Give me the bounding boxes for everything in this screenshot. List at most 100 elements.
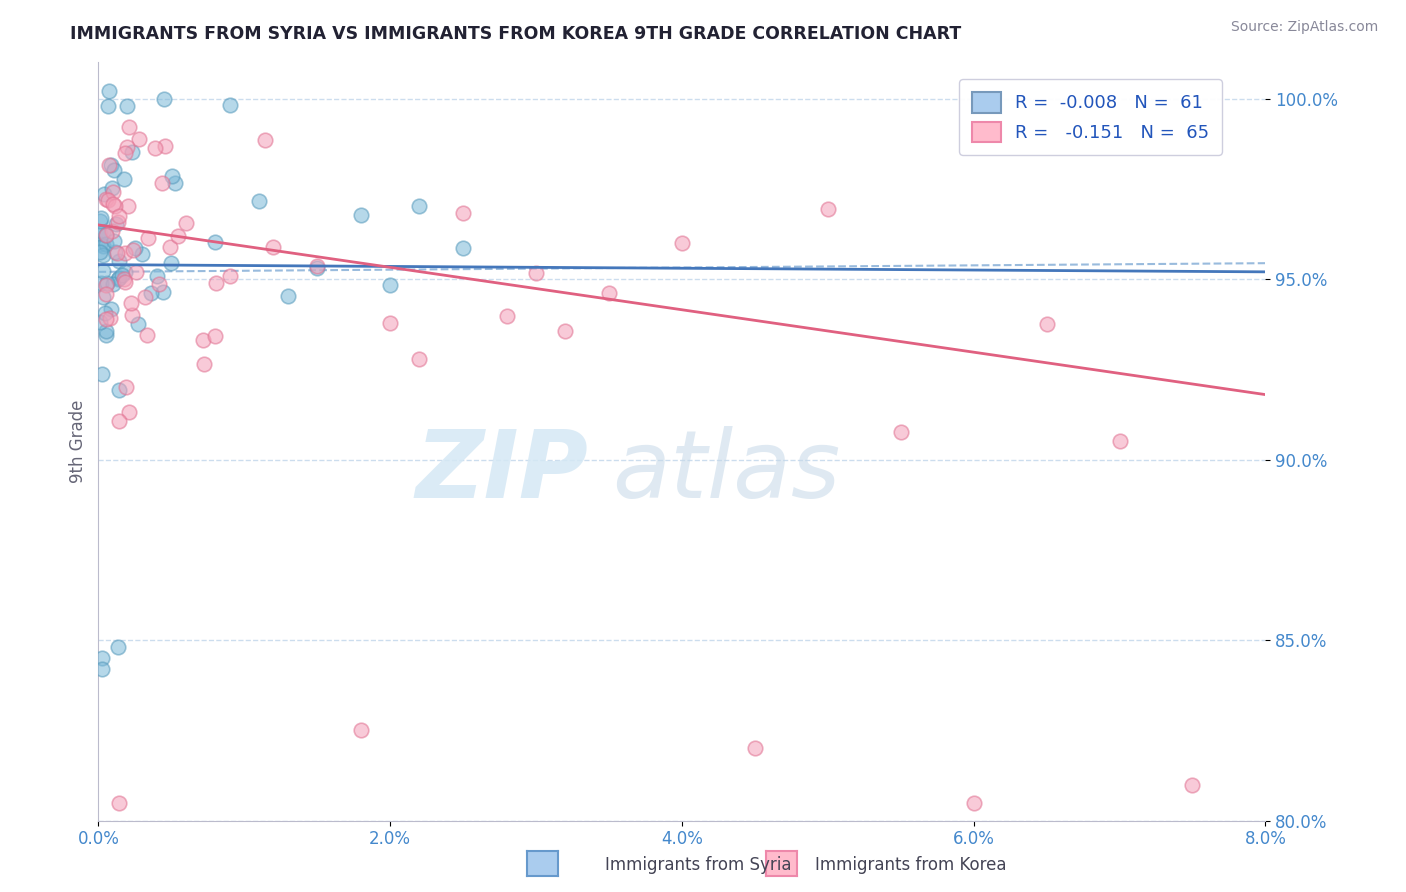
Point: [204, 276, 226, 290]
Point: [91, 651, 114, 665]
Point: [146, 269, 169, 284]
Point: [160, 256, 183, 270]
Point: [118, 120, 141, 134]
Point: [114, 275, 136, 289]
Point: [107, 253, 129, 268]
Point: [103, 277, 125, 291]
Point: [127, 317, 149, 331]
Point: [114, 245, 136, 260]
Point: [131, 247, 153, 261]
Point: [96, 327, 118, 342]
Point: [451, 241, 474, 255]
Point: [408, 352, 430, 367]
Point: [408, 199, 430, 213]
Point: [94, 306, 117, 320]
Point: [108, 383, 131, 397]
Point: [115, 380, 138, 394]
Point: [135, 327, 157, 342]
Point: [101, 196, 124, 211]
Point: [112, 272, 135, 286]
Point: [91, 263, 114, 277]
Point: [115, 140, 138, 154]
Point: [128, 132, 150, 146]
Point: [97, 194, 120, 208]
Point: [94, 278, 117, 293]
Point: [165, 176, 187, 190]
Point: [94, 193, 117, 207]
Point: [90, 368, 112, 382]
Point: [120, 295, 142, 310]
Point: [104, 198, 127, 212]
Point: [380, 316, 402, 330]
Point: [153, 139, 176, 153]
Point: [143, 141, 166, 155]
Point: [91, 290, 114, 304]
Point: [121, 308, 143, 322]
Point: [107, 209, 129, 223]
Point: [152, 176, 174, 190]
Point: [104, 245, 127, 260]
Point: [97, 84, 120, 98]
Point: [94, 324, 117, 338]
Point: [962, 796, 984, 810]
Point: [496, 309, 519, 323]
Point: [117, 199, 139, 213]
Point: [136, 231, 159, 245]
Point: [350, 208, 373, 222]
Point: [91, 662, 114, 676]
Point: [96, 227, 118, 242]
Point: [107, 640, 129, 655]
Point: [97, 158, 120, 172]
Point: [94, 227, 117, 242]
Point: [307, 259, 329, 273]
Point: [89, 214, 111, 228]
Point: [218, 268, 240, 283]
Point: [114, 145, 136, 160]
Point: [247, 194, 270, 209]
Text: Immigrants from Syria: Immigrants from Syria: [605, 855, 792, 873]
Point: [174, 215, 197, 229]
Point: [193, 357, 215, 371]
Point: [100, 157, 122, 171]
Text: ZIP: ZIP: [416, 425, 589, 518]
Point: [103, 234, 125, 248]
Point: [108, 796, 131, 810]
Point: [98, 310, 121, 325]
Point: [153, 91, 176, 105]
Point: [671, 235, 693, 250]
Point: [114, 265, 136, 279]
Point: [96, 276, 118, 290]
Point: [112, 172, 135, 186]
Point: [103, 163, 125, 178]
Point: [744, 741, 766, 756]
Point: [91, 239, 114, 253]
Y-axis label: 9th Grade: 9th Grade: [69, 400, 87, 483]
Point: [94, 236, 117, 251]
Point: [277, 289, 299, 303]
Point: [104, 217, 127, 231]
Text: IMMIGRANTS FROM SYRIA VS IMMIGRANTS FROM KOREA 9TH GRADE CORRELATION CHART: IMMIGRANTS FROM SYRIA VS IMMIGRANTS FROM…: [70, 25, 962, 43]
Text: atlas: atlas: [612, 426, 841, 517]
Point: [91, 225, 114, 239]
Point: [554, 324, 576, 338]
Point: [94, 312, 117, 326]
Point: [91, 247, 114, 261]
Point: [107, 271, 129, 285]
Point: [167, 229, 190, 244]
Point: [598, 285, 620, 300]
Point: [218, 98, 240, 112]
Point: [94, 286, 117, 301]
Point: [108, 271, 131, 285]
Point: [350, 723, 373, 738]
Point: [451, 206, 474, 220]
Text: Immigrants from Korea: Immigrants from Korea: [815, 855, 1007, 873]
Point: [204, 329, 226, 343]
Point: [89, 245, 111, 260]
Point: [89, 226, 111, 240]
Point: [307, 261, 329, 276]
Point: [254, 133, 277, 147]
Point: [139, 285, 162, 300]
Point: [380, 277, 402, 292]
Point: [107, 215, 129, 229]
Point: [1181, 778, 1204, 792]
